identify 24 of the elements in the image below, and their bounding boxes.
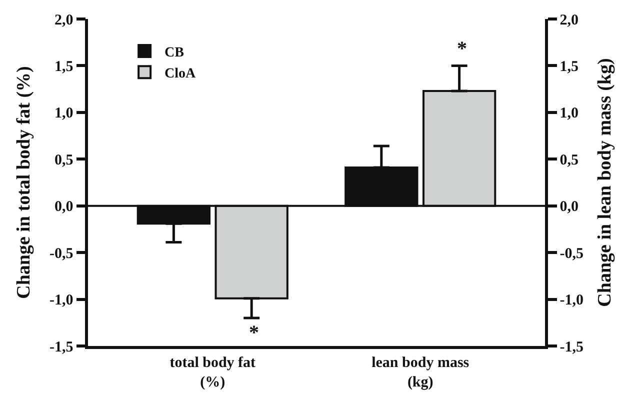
x-tick-label: lean body mass (kg) [372,354,470,390]
y2-tick-label: 0,5 [560,152,578,168]
y-tick-label: 1,0 [54,106,74,122]
y-tick-label: 0,5 [54,152,74,168]
y-tick-label: 2,0 [54,12,74,28]
legend-label: CloA [164,66,197,82]
y2-tick-label: 1,5 [560,58,578,75]
annotation: * [457,38,467,60]
y2-tick-label: -0,5 [560,246,584,262]
y2-tick-label: 0,0 [560,199,578,216]
x-tick-label: total body fat (%) [170,354,256,390]
y-axis-title: Change in total body fat (%) [13,66,34,299]
legend-label: CB [164,45,184,60]
y2-tick-label: 1,0 [560,106,578,122]
y-tick-label: 1,5 [54,58,74,75]
y-tick-label: -1,0 [50,292,74,309]
annotation: * [249,322,259,344]
y2-tick-label: -1,5 [560,339,584,356]
y-tick-label: 0,0 [54,199,74,216]
y2-axis-title: Change in lean body mass (kg) [594,58,616,307]
y-tick-label: -0,5 [50,246,74,262]
y-tick-label: -1,5 [50,339,74,356]
y2-tick-label: -1,0 [560,292,584,309]
y2-tick-label: 2,0 [560,12,578,28]
